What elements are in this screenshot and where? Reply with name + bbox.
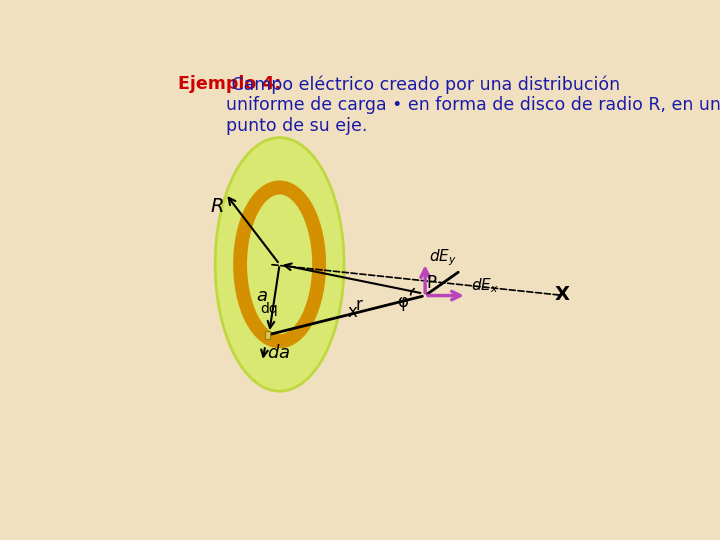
Text: x: x <box>348 303 357 321</box>
Text: Campo eléctrico creado por una distribución
uniforme de carga • en forma de disc: Campo eléctrico creado por una distribuc… <box>225 75 720 136</box>
Text: r: r <box>355 296 362 314</box>
Text: dq: dq <box>261 302 278 316</box>
Text: P: P <box>426 274 436 292</box>
Text: $a$: $a$ <box>256 287 267 305</box>
Text: $R$: $R$ <box>210 197 224 215</box>
Bar <box>265 332 269 339</box>
Text: $dE_x$: $dE_x$ <box>471 276 498 294</box>
Text: φ: φ <box>397 293 408 311</box>
Text: Ejemplo 4:: Ejemplo 4: <box>178 75 281 93</box>
Ellipse shape <box>215 138 344 391</box>
Text: $dE_y$: $dE_y$ <box>429 248 457 268</box>
Text: $da$: $da$ <box>267 345 291 362</box>
Text: X: X <box>555 285 570 304</box>
